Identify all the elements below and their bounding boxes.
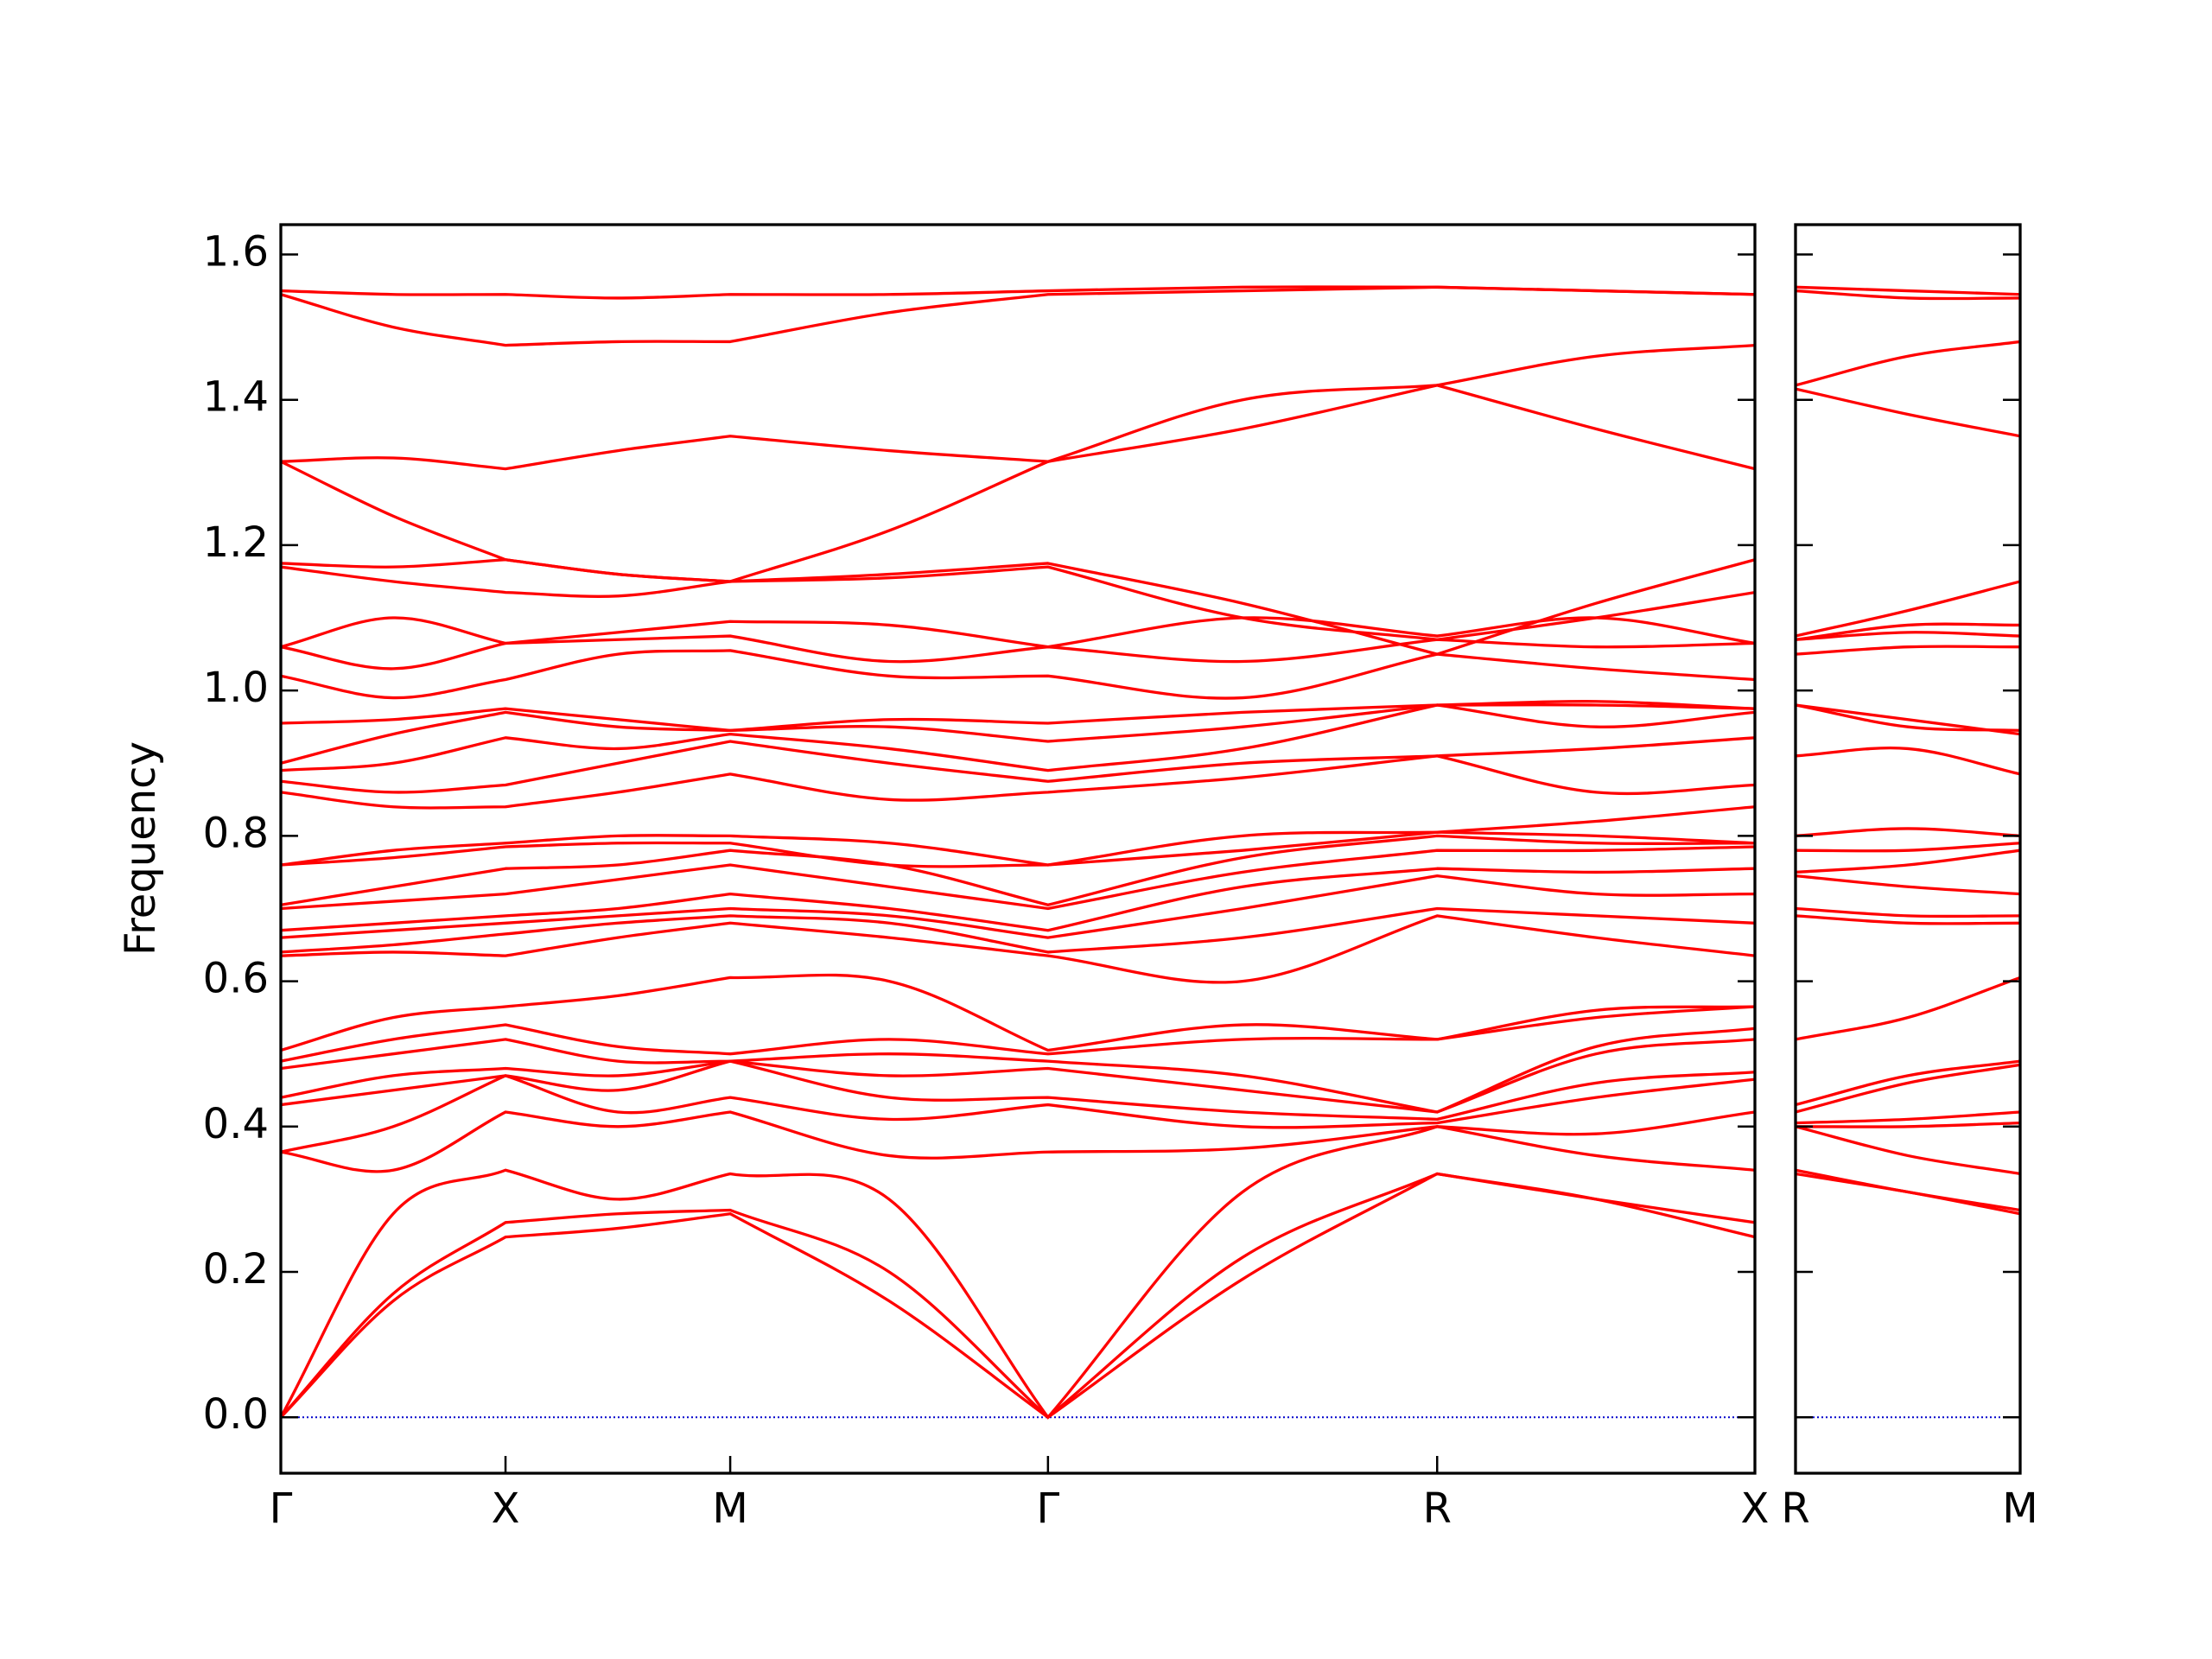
x-tick-label: R: [1781, 1484, 1809, 1533]
band-line: [1796, 645, 2020, 656]
band-line: [281, 754, 1755, 810]
x-tick-label: M: [2002, 1484, 2037, 1533]
band-line: [281, 343, 1755, 471]
band-line: [281, 565, 1755, 641]
band-line: [281, 867, 1755, 932]
band-line: [281, 703, 1755, 733]
y-axis-label: Frequency: [117, 741, 165, 956]
axes-frame: [279, 223, 1757, 1475]
y-tick-label: 1.6: [203, 227, 269, 276]
x-tick-label: Γ: [1036, 1484, 1059, 1533]
band-line: [1796, 622, 2020, 641]
x-tick-label: X: [492, 1484, 520, 1533]
band-line: [281, 1172, 1755, 1420]
band-line: [1796, 827, 2020, 838]
band-line: [281, 703, 1755, 772]
band-line: [281, 973, 1755, 1052]
band-line: [281, 845, 1755, 911]
band-line: [1796, 1168, 2020, 1212]
band-line: [281, 1074, 1755, 1154]
band-line: [281, 1059, 1755, 1122]
y-tick-label: 1.0: [203, 664, 269, 712]
band-line: [1796, 289, 2020, 301]
x-tick-label: R: [1423, 1484, 1452, 1533]
y-tick-label: 0.2: [203, 1245, 269, 1294]
band-line: [281, 384, 1755, 583]
band-line: [281, 1125, 1755, 1420]
band-line: [1796, 849, 2020, 874]
y-tick-label: 0.0: [203, 1390, 269, 1439]
band-line: [1796, 285, 2020, 296]
band-line: [281, 616, 1755, 649]
band-line: [1796, 842, 2020, 853]
band-line: [281, 558, 1755, 656]
band-line: [281, 874, 1755, 939]
band-line: [1796, 746, 2020, 776]
band-line: [281, 634, 1755, 671]
band-line: [281, 914, 1755, 984]
y-tick-label: 1.4: [203, 373, 269, 422]
x-tick-label: X: [1741, 1484, 1770, 1533]
band-line: [1796, 1121, 2020, 1128]
band-line: [1796, 703, 2020, 733]
band-line: [281, 700, 1755, 765]
band-line: [281, 1110, 1755, 1173]
band-line: [281, 830, 1755, 868]
band-line: [1796, 1063, 2020, 1114]
band-line: [1796, 874, 2020, 896]
y-tick-label: 1.2: [203, 518, 269, 567]
band-line: [1796, 906, 2020, 918]
band-line: [281, 1027, 1755, 1114]
band-line: [281, 1038, 1755, 1114]
y-tick-label: 0.4: [203, 1100, 269, 1148]
band-line: [281, 906, 1755, 954]
band-line: [281, 805, 1755, 867]
band-line: [1796, 914, 2020, 925]
axes-frame: [1794, 223, 2022, 1475]
band-line: [1796, 976, 2020, 1041]
y-tick-label: 0.8: [203, 809, 269, 857]
band-line: [1796, 631, 2020, 641]
band-line: [281, 285, 1755, 300]
band-line: [1796, 580, 2020, 638]
band-line: [281, 834, 1755, 906]
band-line: [1796, 1059, 2020, 1107]
band-line: [281, 649, 1755, 700]
band-line: [1796, 340, 2020, 387]
x-tick-label: Γ: [270, 1484, 293, 1533]
y-tick-label: 0.6: [203, 955, 269, 1003]
band-line: [1796, 1125, 2020, 1176]
x-tick-label: M: [712, 1484, 747, 1533]
band-line: [281, 736, 1755, 794]
band-line: [1796, 1110, 2020, 1125]
band-line: [1796, 387, 2020, 438]
band-line: [281, 1005, 1755, 1063]
